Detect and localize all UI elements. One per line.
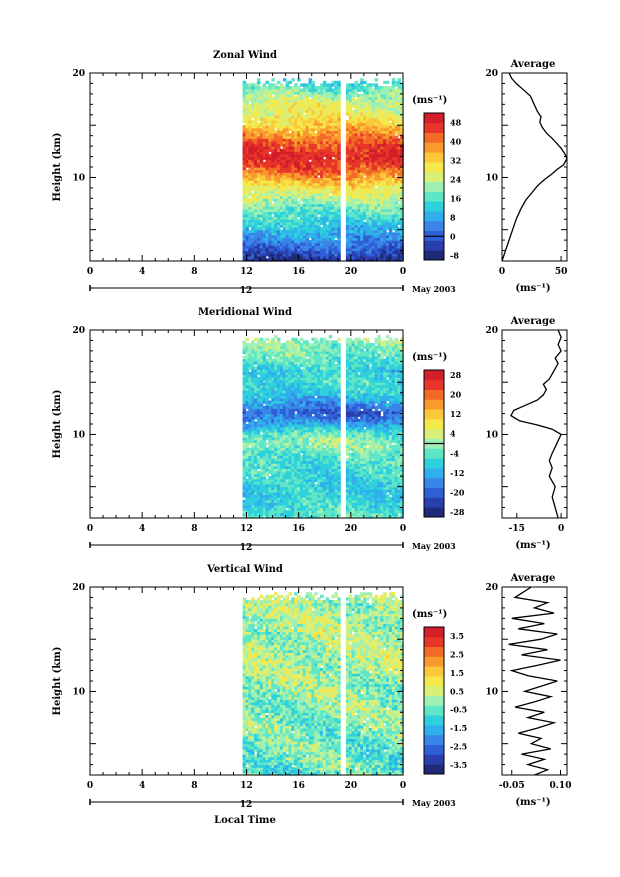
colorbar-swatch	[424, 162, 444, 172]
heatmap-cell	[291, 78, 294, 81]
panel-title: Zonal Wind	[213, 50, 277, 61]
heatmap-cell	[257, 78, 260, 81]
panel-title: Meridional Wind	[198, 307, 292, 318]
y-axis-label: Height (km)	[52, 390, 63, 459]
colorbar-label: 24	[450, 174, 462, 184]
average-x-tick-label: 50	[555, 267, 568, 277]
x-tick-label: 12	[240, 267, 253, 277]
x-tick-label: 0	[87, 267, 93, 277]
colorbar-swatch	[424, 201, 444, 211]
y-tick-label: 20	[72, 69, 85, 79]
y-tick-label: 10	[72, 173, 85, 183]
heatmap-cell	[277, 338, 280, 341]
heatmap-cell	[337, 81, 340, 84]
colorbar-swatch	[424, 123, 444, 133]
heatmap-cell	[375, 78, 378, 81]
x-tick-label: 0	[400, 267, 406, 277]
colorbar-label: -8	[450, 250, 459, 260]
heatmap-area	[243, 78, 404, 261]
y-axis-label: Height (km)	[52, 133, 63, 202]
colorbar: 48 40 32 24 16 8 0 -8	[424, 113, 462, 260]
heatmap-cell	[246, 338, 249, 341]
average-title: Average	[510, 59, 556, 70]
heatmap-cell	[398, 78, 401, 81]
colorbar-label: 0	[450, 231, 456, 241]
heatmap-area	[243, 335, 404, 518]
colorbar-swatch	[424, 250, 444, 260]
colorbar-swatch	[424, 240, 444, 250]
colorbar-swatch	[424, 172, 444, 182]
heatmap-cell	[386, 81, 389, 84]
average-unit: (ms⁻¹)	[515, 283, 550, 294]
colorbar-label: 40	[450, 136, 462, 146]
colorbar-unit-label: (ms⁻¹)	[412, 95, 447, 106]
average-profile: 10 20 0 50	[485, 69, 567, 277]
x-tick-label: 16	[292, 267, 305, 277]
average-y-tick-label: 10	[485, 173, 498, 183]
x-tick-label: 4	[139, 267, 145, 277]
colorbar-swatch	[424, 182, 444, 192]
colorbar-swatch	[424, 191, 444, 201]
heatmap-cell	[311, 81, 314, 84]
colorbar-swatch	[424, 113, 444, 123]
x-tick-label: 8	[191, 267, 197, 277]
colorbar-label: 32	[450, 155, 461, 165]
average-x-tick-label: 0	[499, 267, 505, 277]
colorbar-swatch	[424, 221, 444, 231]
colorbar-swatch	[424, 211, 444, 221]
average-y-tick-label: 20	[485, 69, 498, 79]
date-day-label: 12	[240, 286, 253, 296]
x-tick-label: 20	[345, 267, 358, 277]
colorbar-label: 16	[450, 193, 462, 203]
colorbar-label: 48	[450, 117, 462, 127]
date-label: May 2003	[412, 284, 456, 294]
colorbar-swatch	[424, 152, 444, 162]
colorbar-swatch	[424, 142, 444, 152]
colorbar-swatch	[424, 133, 444, 143]
colorbar-label: 8	[450, 212, 456, 222]
heatmap-cell	[271, 78, 274, 81]
average-profile-line	[502, 73, 567, 261]
